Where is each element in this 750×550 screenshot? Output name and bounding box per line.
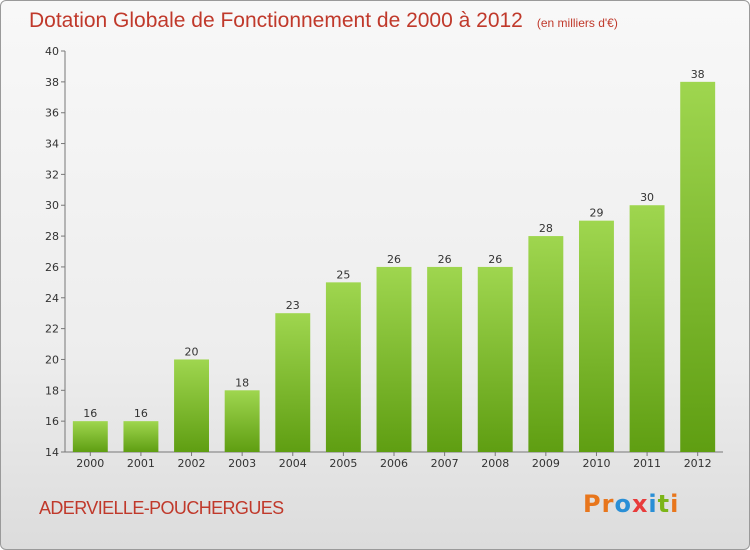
data-label: 20 (185, 345, 199, 358)
y-tick-label: 32 (45, 168, 59, 181)
logo-letter: t (657, 490, 671, 518)
x-tick-label: 2007 (431, 457, 459, 470)
y-tick-label: 20 (45, 353, 59, 366)
logo-letter: r (601, 490, 615, 518)
data-label: 16 (83, 407, 97, 420)
bar-2012[interactable] (680, 81, 716, 452)
bar-2006[interactable] (376, 266, 412, 452)
data-label: 30 (640, 191, 654, 204)
x-tick-label: 2011 (633, 457, 661, 470)
bar-2010[interactable] (578, 220, 614, 452)
y-tick-label: 40 (45, 45, 59, 58)
chart-title: Dotation Globale de Fonctionnement de 20… (29, 9, 618, 33)
x-tick-label: 2001 (127, 457, 155, 470)
data-label: 18 (235, 376, 249, 389)
commune-name: ADERVIELLE-POUCHERGUES (39, 498, 284, 518)
bar-2002[interactable] (174, 359, 210, 452)
logo-letter: i (648, 490, 658, 518)
y-tick-label: 26 (45, 261, 59, 274)
x-tick-label: 2010 (582, 457, 610, 470)
logo-letter: o (614, 490, 632, 518)
logo-letter: x (631, 490, 649, 518)
x-tick-label: 2003 (228, 457, 256, 470)
data-label: 26 (488, 253, 502, 266)
x-tick-label: 2008 (481, 457, 509, 470)
data-label: 26 (387, 253, 401, 266)
data-label: 23 (286, 299, 300, 312)
x-tick-label: 2009 (532, 457, 560, 470)
data-label: 16 (134, 407, 148, 420)
x-tick-label: 2000 (76, 457, 104, 470)
chart-title-text: Dotation Globale de Fonctionnement de 20… (29, 9, 523, 32)
y-tick-label: 14 (45, 446, 59, 459)
y-tick-label: 34 (45, 138, 59, 151)
bar-2008[interactable] (477, 266, 513, 452)
x-tick-label: 2004 (279, 457, 307, 470)
x-tick-label: 2002 (178, 457, 206, 470)
y-tick-label: 38 (45, 76, 59, 89)
y-tick-label: 30 (45, 199, 59, 212)
y-tick-label: 28 (45, 230, 59, 243)
y-tick-label: 22 (45, 323, 59, 336)
y-tick-label: 24 (45, 292, 59, 305)
data-label: 26 (438, 253, 452, 266)
bar-2003[interactable] (224, 390, 260, 452)
bar-2005[interactable] (325, 282, 361, 452)
logo-letter: i (670, 490, 680, 518)
y-tick-label: 36 (45, 107, 59, 120)
bar-2000[interactable] (72, 421, 108, 452)
logo-letter: P (583, 490, 602, 518)
chart-data-labels: 16 16 20 18 23 25 26 26 26 28 29 30 38 (83, 68, 704, 420)
y-tick-label: 16 (45, 415, 59, 428)
data-label: 28 (539, 222, 553, 235)
bar-2001[interactable] (123, 421, 159, 452)
x-tick-label: 2006 (380, 457, 408, 470)
chart-subtitle: (en milliers d'€) (536, 16, 618, 30)
data-label: 29 (589, 207, 603, 220)
data-label: 38 (691, 68, 705, 81)
y-tick-label: 18 (45, 384, 59, 397)
x-tick-label: 2005 (329, 457, 357, 470)
x-tick-label: 2012 (684, 457, 712, 470)
bar-2007[interactable] (427, 266, 463, 452)
bar-2011[interactable] (629, 205, 665, 452)
bar-2009[interactable] (528, 236, 564, 452)
data-label: 25 (336, 268, 350, 281)
proxiti-logo[interactable]: Proxiti (583, 490, 679, 518)
bar-2004[interactable] (275, 313, 311, 452)
chart-bars (72, 81, 716, 452)
